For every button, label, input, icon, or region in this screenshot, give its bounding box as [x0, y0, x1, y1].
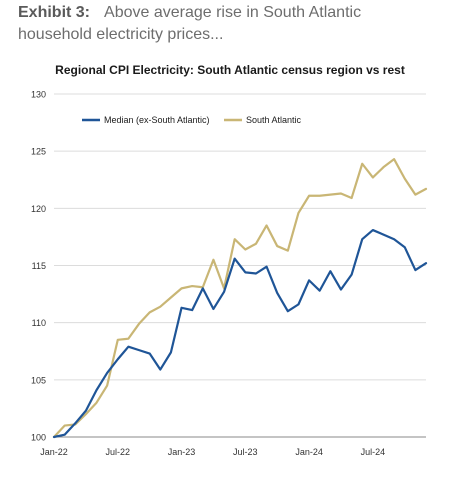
legend-label: Median (ex-South Atlantic)	[104, 115, 210, 125]
y-tick-label: 115	[32, 261, 46, 271]
y-tick-label: 110	[32, 318, 46, 328]
chart-title: Regional CPI Electricity: South Atlantic…	[55, 63, 405, 77]
chart-panel: Regional CPI Electricity: South Atlantic…	[14, 56, 444, 474]
exhibit-label: Exhibit 3:	[18, 4, 91, 21]
series-line-median-ex-south-atlantic	[52, 228, 428, 439]
y-tick-label: 130	[31, 90, 46, 100]
series-layer	[52, 158, 428, 439]
y-tick-label: 105	[31, 375, 46, 385]
axis-layer: 100 105 110 115 120 125 130 Jan-22 Jul-22 Jan-23 J…	[31, 90, 385, 458]
x-tick-label: Jul-24	[361, 447, 386, 457]
x-tick-label: Jul-23	[233, 447, 258, 457]
x-tick-label: Jul-22	[106, 447, 131, 457]
legend: Median (ex-South Atlantic) South Atlantic	[82, 115, 302, 125]
series-line-south-atlantic	[52, 158, 428, 439]
y-tick-label: 100	[31, 433, 46, 443]
exhibit-text: Above average rise in South Atlantic hou…	[18, 4, 362, 43]
x-tick-label: Jan-24	[295, 447, 323, 457]
line-chart: Regional CPI Electricity: South Atlantic…	[31, 63, 428, 458]
grid-layer	[54, 93, 426, 438]
x-tick-label: Jan-22	[40, 447, 68, 457]
y-tick-label: 125	[31, 147, 46, 157]
exhibit-caption: Exhibit 3: Above average rise in South At…	[18, 2, 438, 46]
y-tick-label: 120	[31, 204, 46, 214]
legend-label: South Atlantic	[246, 115, 302, 125]
x-tick-label: Jan-23	[168, 447, 196, 457]
